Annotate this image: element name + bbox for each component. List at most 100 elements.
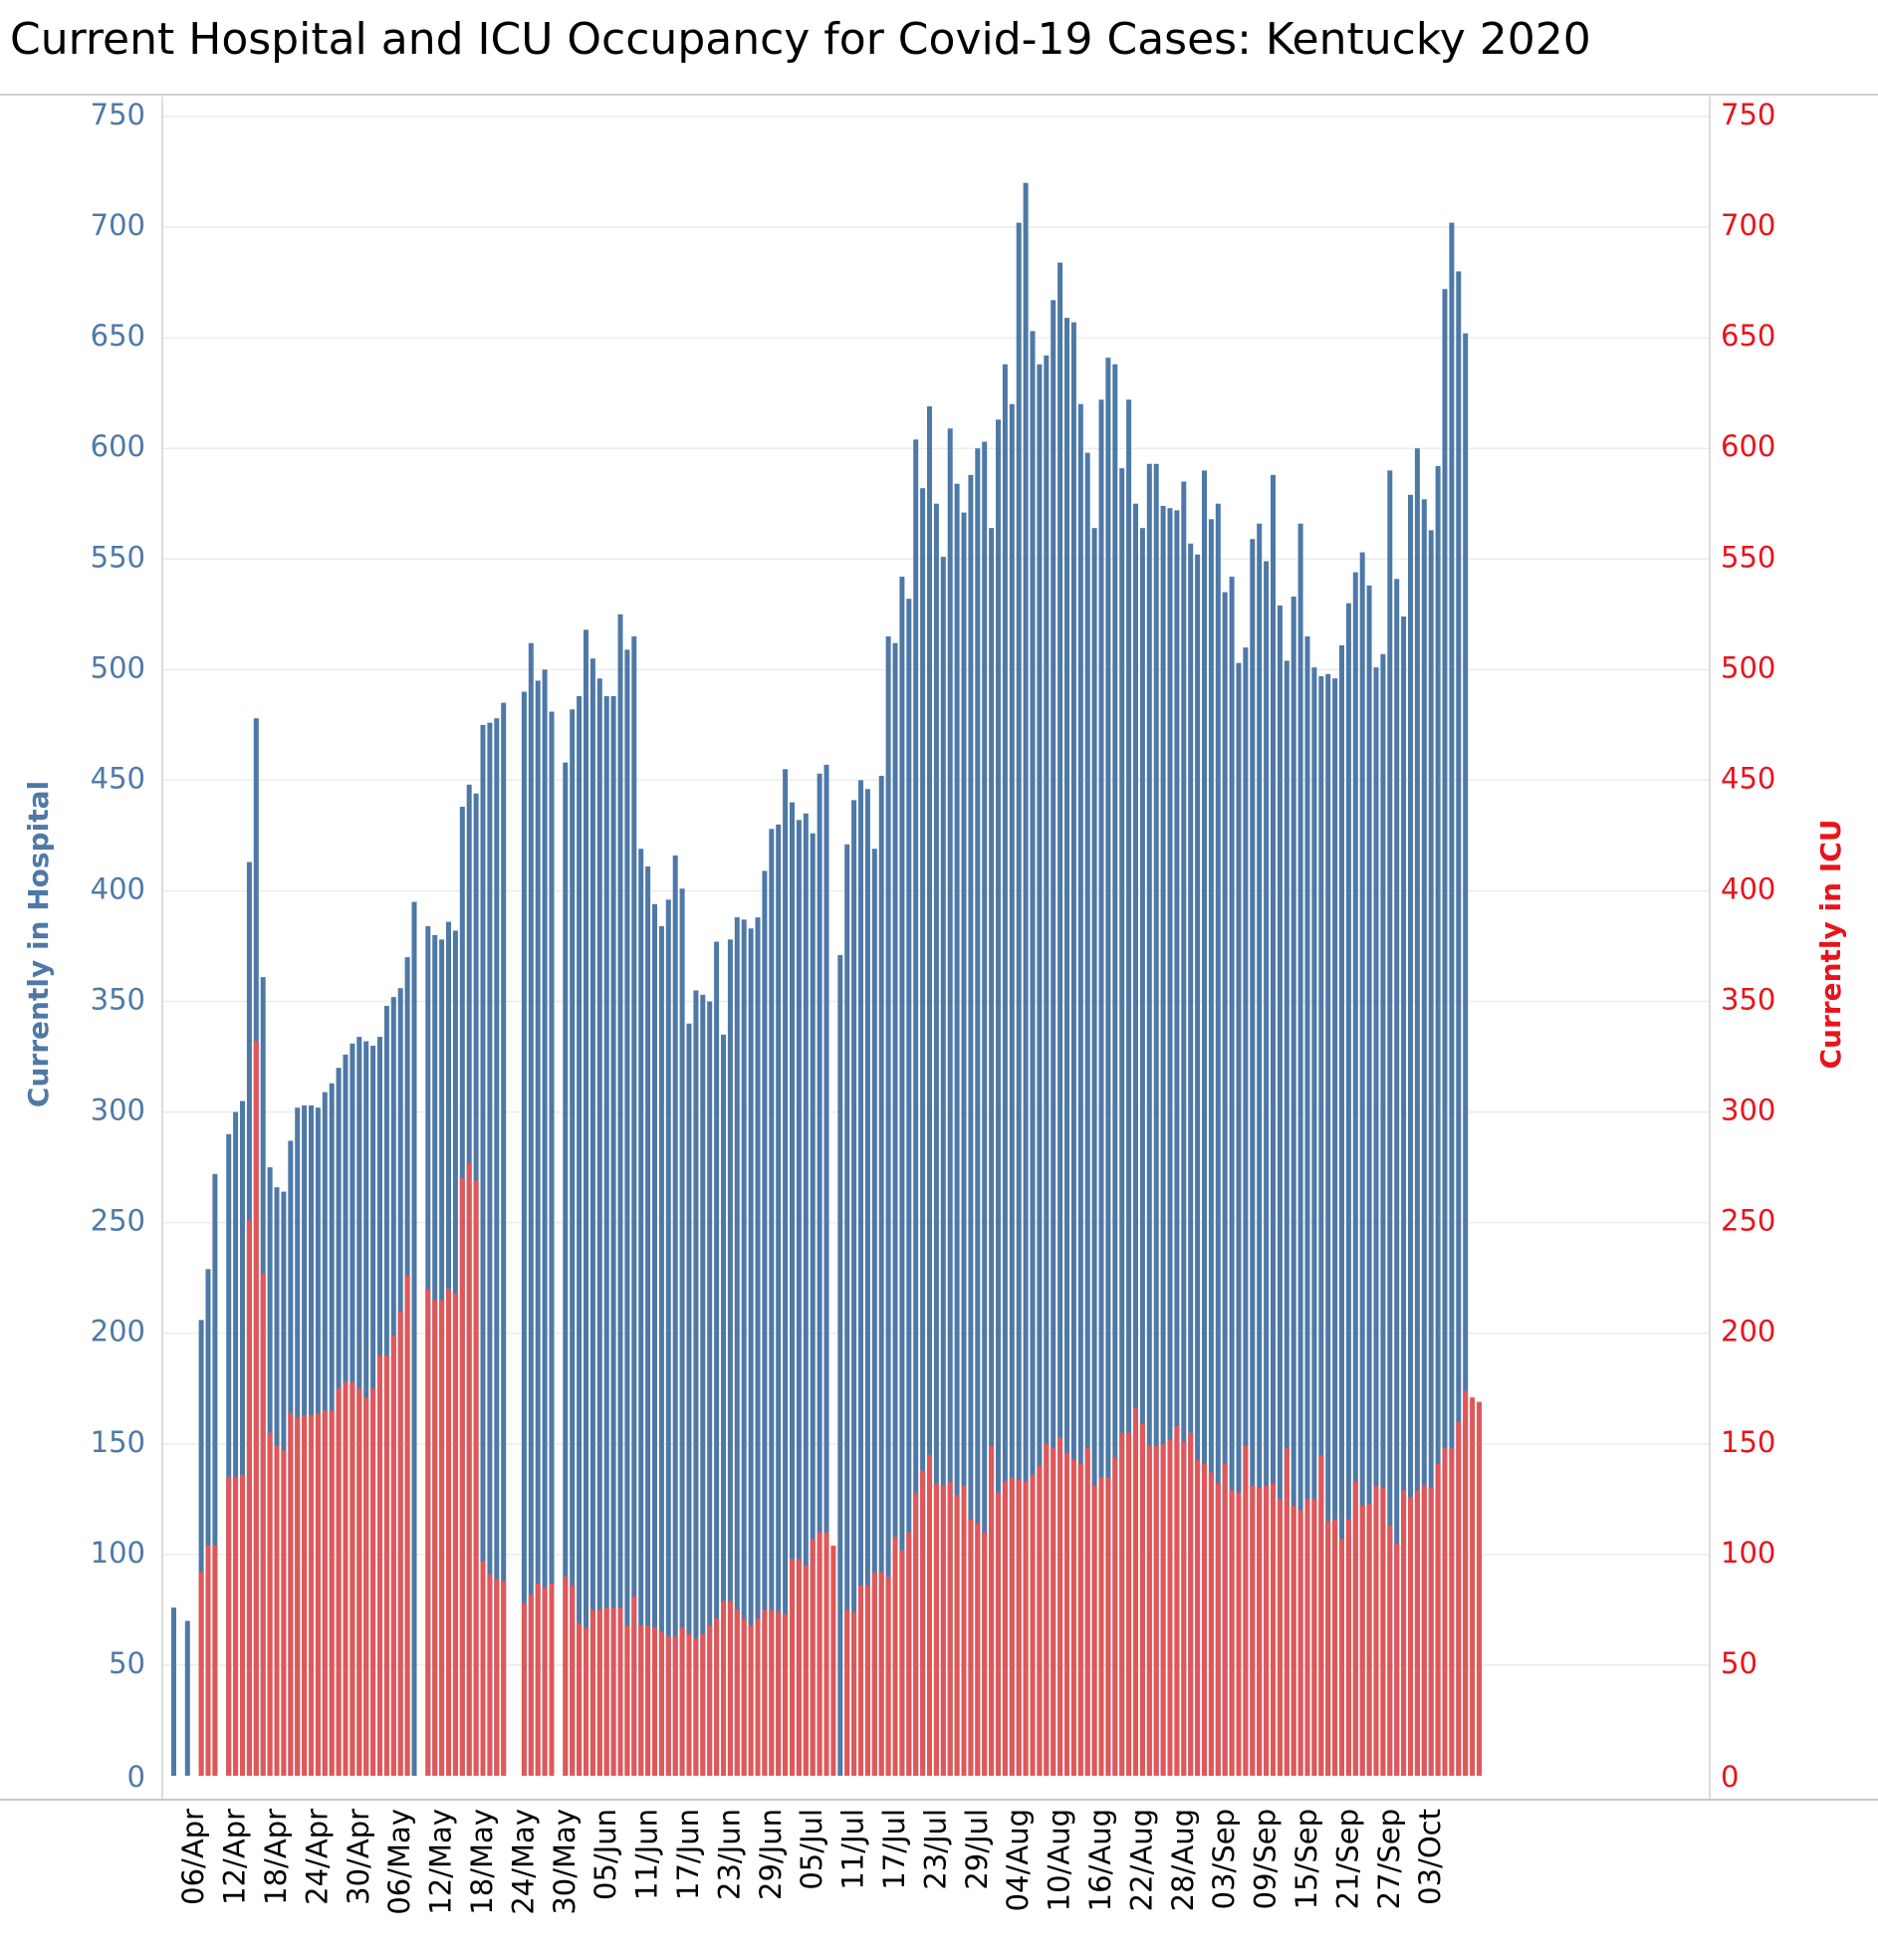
icu-bar — [1414, 1490, 1420, 1776]
icu-bar — [1188, 1432, 1194, 1776]
hospital-bar — [603, 695, 609, 1776]
hospital-bar — [1195, 554, 1201, 1776]
hospital-bar — [1119, 468, 1125, 1777]
icu-bar — [336, 1388, 342, 1776]
right-y-tick-label: 450 — [1721, 761, 1775, 795]
hospital-bar — [1091, 528, 1097, 1777]
icu-bar — [350, 1381, 355, 1776]
x-tick-label: 28/Aug — [1166, 1809, 1200, 1911]
hospital-bar — [480, 724, 486, 1776]
hospital-bar — [1304, 636, 1310, 1776]
right-y-axis-ticks: 0 50 100 150 200 250 300 350 400 450 500 550 600 650 7… — [1721, 98, 1775, 1794]
hospital-bar — [1146, 463, 1152, 1776]
icu-bar — [1126, 1432, 1132, 1776]
icu-bar — [645, 1624, 651, 1776]
hospital-bar — [638, 849, 644, 1776]
hospital-bar — [1394, 579, 1400, 1776]
hospital-bar — [549, 711, 555, 1776]
icu-bar — [1030, 1474, 1036, 1776]
chart-title: Current Hospital and ICU Occupancy for C… — [10, 14, 1591, 65]
hospital-bar — [885, 636, 891, 1776]
left-y-tick-label: 150 — [91, 1425, 145, 1459]
hospital-bar — [996, 419, 1001, 1776]
hospital-bar — [975, 448, 981, 1777]
hospital-bar — [1139, 528, 1145, 1777]
hospital-bar — [734, 917, 740, 1776]
icu-bar — [528, 1593, 534, 1776]
icu-bar — [1037, 1466, 1043, 1776]
hospital-bar — [563, 762, 569, 1776]
x-tick-label: 15/Sep — [1290, 1809, 1323, 1909]
icu-bar — [1401, 1490, 1407, 1776]
icu-bar — [501, 1581, 507, 1776]
hospital-bar — [707, 1001, 713, 1776]
icu-bar — [1435, 1463, 1441, 1776]
icu-bar — [1421, 1486, 1427, 1776]
icu-bar — [233, 1477, 239, 1776]
icu-bar — [658, 1631, 664, 1776]
icu-bar — [1449, 1448, 1455, 1776]
hospital-bar — [871, 849, 877, 1776]
hospital-bar — [844, 844, 850, 1776]
hospital-bar — [1442, 289, 1448, 1776]
hospital-bar — [1284, 660, 1290, 1777]
icu-bar — [1229, 1490, 1235, 1776]
icu-bar — [1380, 1488, 1386, 1776]
left-y-axis-ticks: 0 50 100 150 200 250 300 350 400 450 500 550 600 650 7… — [91, 98, 145, 1794]
icu-bar — [714, 1618, 720, 1776]
icu-bar — [1009, 1477, 1015, 1776]
hospital-bar — [1064, 318, 1069, 1776]
icu-bar — [776, 1611, 782, 1776]
icu-bar — [377, 1354, 382, 1776]
icu-bar — [1208, 1472, 1214, 1776]
hospital-bar — [1264, 561, 1270, 1776]
hospital-bar — [1332, 678, 1338, 1776]
icu-bar — [425, 1289, 431, 1776]
icu-bar — [817, 1532, 822, 1776]
icu-bar — [871, 1572, 877, 1776]
x-tick-label: 30/May — [548, 1809, 582, 1915]
x-tick-label: 29/Jul — [960, 1809, 994, 1890]
icu-bar — [885, 1577, 891, 1776]
icu-bar — [1167, 1439, 1173, 1776]
right-y-tick-label: 300 — [1721, 1094, 1775, 1127]
x-tick-label: 05/Jun — [588, 1809, 622, 1900]
icu-bar — [906, 1532, 912, 1776]
icu-bar — [1271, 1483, 1276, 1776]
hospital-bar — [837, 954, 843, 1776]
hospital-bar — [1311, 667, 1317, 1776]
hospital-bar — [535, 680, 541, 1777]
icu-bar — [260, 1273, 266, 1776]
icu-bar — [1146, 1446, 1152, 1776]
icu-bar — [721, 1600, 726, 1776]
hospital-bar — [1009, 403, 1015, 1776]
x-tick-label: 18/Apr — [259, 1809, 293, 1905]
icu-bar — [1325, 1521, 1331, 1776]
icu-bar — [302, 1414, 308, 1776]
right-y-tick-label: 750 — [1721, 98, 1775, 131]
icu-bar — [679, 1627, 685, 1776]
icu-bar — [892, 1537, 898, 1776]
icu-bar — [1160, 1443, 1166, 1776]
hospital-bar — [1414, 448, 1420, 1777]
hospital-bar — [411, 901, 417, 1776]
hospital-bar — [1291, 597, 1296, 1776]
icu-bar — [589, 1609, 595, 1776]
hospital-bar — [1016, 222, 1022, 1776]
x-tick-label: 17/Jun — [671, 1809, 705, 1900]
hospital-bar — [212, 1173, 218, 1776]
hospital-bar — [631, 636, 637, 1776]
icu-bar — [1044, 1443, 1050, 1776]
icu-bar — [246, 1220, 252, 1776]
x-tick-label: 16/Aug — [1083, 1809, 1117, 1911]
icu-bar — [823, 1532, 829, 1776]
hospital-bar — [727, 939, 733, 1776]
icu-bar — [322, 1410, 328, 1776]
hospital-bar — [1215, 503, 1221, 1777]
icu-bar — [989, 1446, 995, 1776]
left-y-tick-label: 200 — [91, 1315, 145, 1348]
icu-bar — [617, 1607, 623, 1776]
icu-bar — [844, 1609, 850, 1776]
hospital-bar — [769, 829, 775, 1776]
hospital-bar — [878, 775, 884, 1776]
